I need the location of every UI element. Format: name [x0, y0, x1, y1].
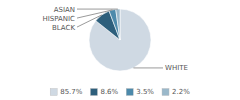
slice-label: WHITE [165, 64, 188, 72]
slice [89, 9, 151, 71]
leader-line [77, 10, 112, 18]
leader-line [77, 9, 118, 10]
pie [89, 9, 151, 71]
slice-label: ASIAN [54, 6, 75, 14]
legend-swatch [126, 89, 133, 96]
legend-label: 2.2% [172, 88, 190, 96]
legend-item: 2.2% [162, 88, 190, 96]
leader-line [77, 15, 102, 27]
legend-swatch [90, 89, 97, 96]
legend-item: 8.6% [90, 88, 118, 96]
slice-label: BLACK [52, 24, 75, 32]
legend-item: 85.7% [50, 88, 83, 96]
labels: WHITE BLACKHISPANICASIAN [42, 6, 187, 73]
legend: 85.7% 8.6% 3.5% 2.2% [50, 88, 190, 96]
slice [109, 9, 120, 40]
chart: WHITE BLACKHISPANICASIAN 85.7% 8.6% 3.5% 2.2% [0, 0, 240, 100]
legend-label: 3.5% [136, 88, 154, 96]
slice-label: HISPANIC [42, 15, 75, 23]
slice [116, 9, 120, 40]
legend-label: 8.6% [100, 88, 118, 96]
leader-line [133, 67, 163, 68]
legend-swatch [50, 89, 57, 96]
legend-label: 85.7% [60, 88, 83, 96]
legend-swatch [162, 89, 169, 96]
legend-item: 3.5% [126, 88, 154, 96]
